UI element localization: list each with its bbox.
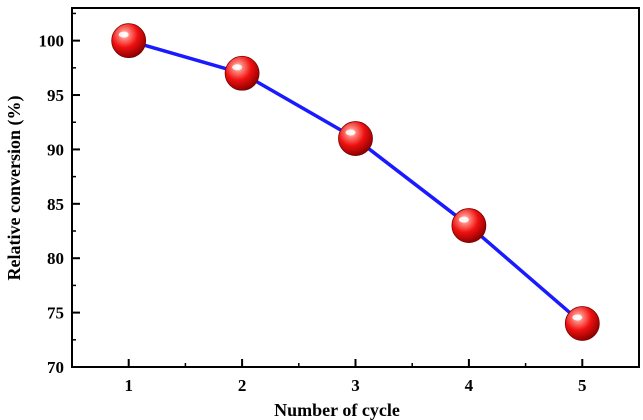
marker-highlight [572,314,583,321]
y-tick-label: 90 [47,140,64,159]
data-point-marker [111,23,147,59]
x-tick-label: 1 [124,376,133,395]
y-axis-title: Relative conversion (%) [4,96,25,281]
x-tick-label: 2 [238,376,247,395]
y-axis: 70 75 80 85 90 95 100 [39,12,80,377]
x-tick-label: 5 [578,376,587,395]
y-tick-label: 80 [47,249,64,268]
data-point-marker [224,55,260,91]
marker-highlight [232,64,243,71]
marker-highlight [345,129,356,136]
x-tick-label: 3 [351,376,360,395]
x-axis: 1 2 3 4 5 [124,359,587,395]
x-tick-label: 4 [465,376,474,395]
y-tick-label: 100 [39,32,65,51]
y-tick-label: 75 [47,304,64,323]
data-point-marker [451,208,487,243]
x-axis-title: Number of cycle [274,400,400,420]
y-tick-label: 85 [47,195,64,214]
marker-highlight [118,31,129,38]
y-tick-label: 95 [47,86,64,105]
series-line [128,38,584,325]
data-point-marker [564,306,600,341]
plot-frame [71,7,640,368]
y-tick-label: 70 [47,358,64,377]
data-point-marker [338,121,373,156]
marker-highlight [458,216,469,223]
series-layer [111,23,600,341]
